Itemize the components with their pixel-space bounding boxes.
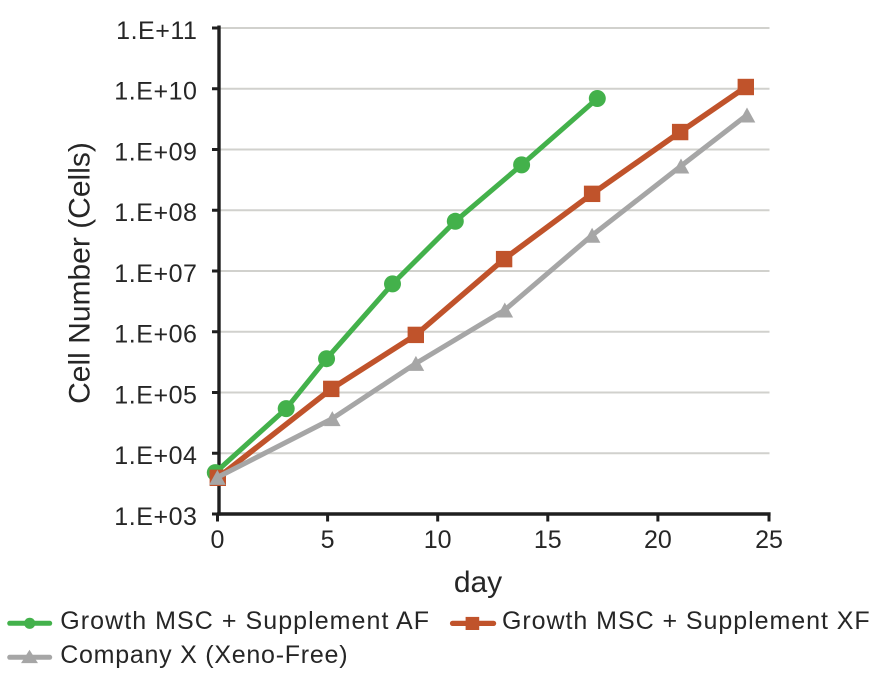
svg-text:Growth MSC + Supplement XF: Growth MSC + Supplement XF: [502, 607, 871, 635]
svg-text:15: 15: [534, 526, 562, 554]
svg-text:1.E+10: 1.E+10: [114, 78, 197, 106]
svg-text:1.E+09: 1.E+09: [114, 138, 197, 166]
svg-text:10: 10: [424, 526, 452, 554]
svg-text:1.E+07: 1.E+07: [114, 260, 197, 288]
svg-text:25: 25: [755, 526, 783, 554]
svg-text:0: 0: [211, 526, 225, 554]
svg-text:20: 20: [644, 526, 672, 554]
svg-text:Cell Number (Cells): Cell Number (Cells): [64, 142, 97, 404]
svg-text:Company X (Xeno-Free): Company X (Xeno-Free): [60, 641, 348, 669]
svg-text:5: 5: [321, 526, 335, 554]
svg-text:Growth MSC + Supplement AF: Growth MSC + Supplement AF: [60, 607, 430, 635]
svg-text:1.E+06: 1.E+06: [114, 321, 197, 349]
svg-text:1.E+08: 1.E+08: [114, 199, 197, 227]
svg-text:1.E+11: 1.E+11: [116, 17, 197, 45]
svg-text:day: day: [454, 566, 502, 599]
svg-text:1.E+05: 1.E+05: [114, 381, 197, 409]
svg-text:1.E+04: 1.E+04: [114, 442, 197, 470]
svg-text:1.E+03: 1.E+03: [114, 503, 197, 531]
